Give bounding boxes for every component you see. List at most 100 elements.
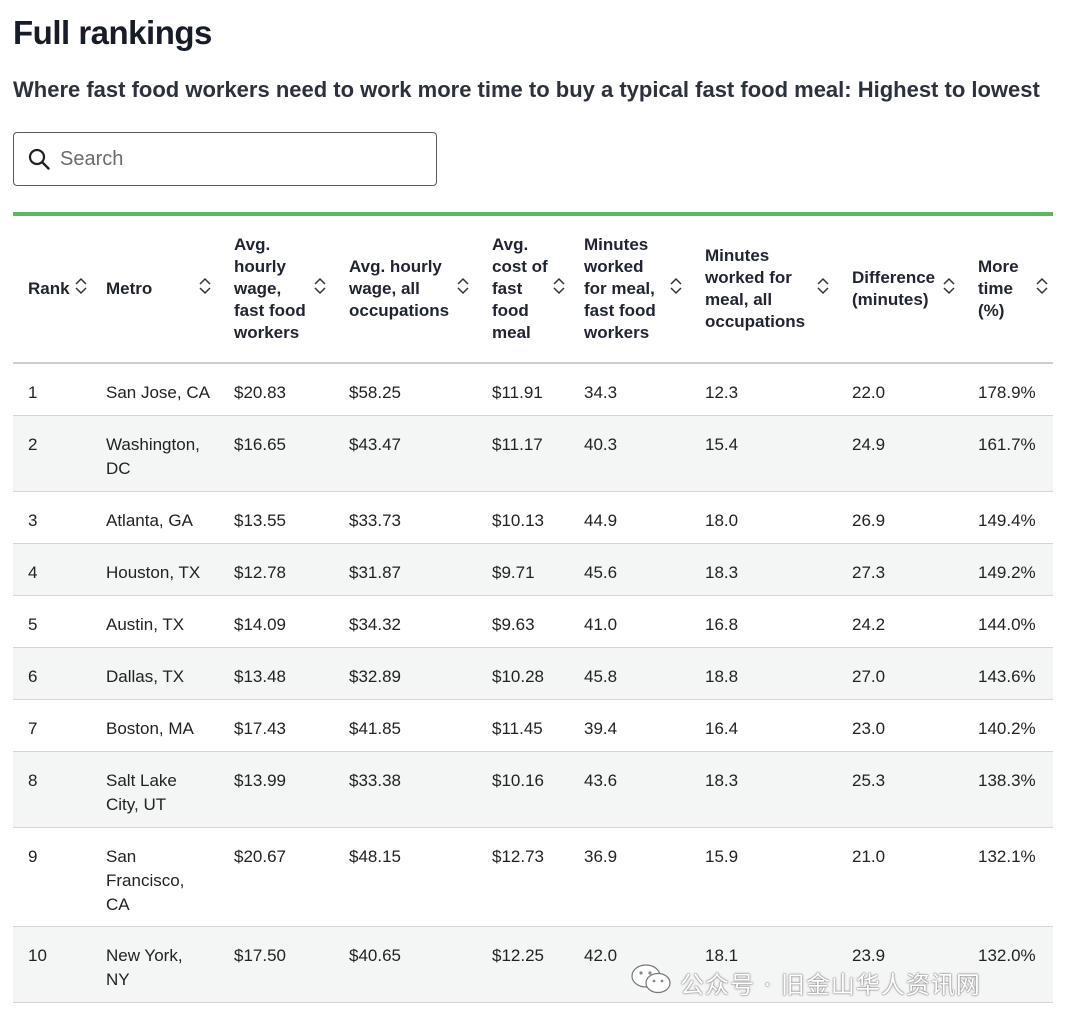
search-input[interactable] — [58, 146, 402, 172]
table-cell-meal_cost: $9.63 — [478, 595, 570, 648]
table-cell-meal_cost: $10.16 — [478, 751, 570, 828]
table-cell-metro: Atlanta, GA — [92, 491, 220, 544]
rankings-table-container: Rank Metro Avg. hourly wage, fast food w… — [13, 212, 1053, 1003]
table-cell-diff: 23.0 — [838, 699, 964, 752]
table-cell-wage_ff: $14.09 — [220, 595, 335, 648]
table-cell-min_all: 15.4 — [691, 415, 838, 492]
table-cell-min_ff: 34.3 — [570, 363, 691, 416]
table-cell-diff: 21.0 — [838, 827, 964, 927]
col-header-label: Metro — [106, 279, 153, 298]
table-cell-wage_all: $48.15 — [335, 827, 478, 927]
table-cell-more: 149.2% — [964, 543, 1053, 596]
col-header-label: Avg. cost of fast food meal — [492, 235, 548, 342]
sort-icon[interactable] — [816, 276, 830, 302]
col-header-metro[interactable]: Metro — [92, 216, 220, 364]
sort-icon[interactable] — [942, 276, 956, 302]
table-cell-rank: 3 — [13, 491, 92, 544]
table-cell-diff: 24.2 — [838, 595, 964, 648]
table-cell-meal_cost: $11.45 — [478, 699, 570, 752]
table-cell-metro: San Jose, CA — [92, 363, 220, 416]
col-header-meal-cost[interactable]: Avg. cost of fast food meal — [478, 216, 570, 364]
table-cell-meal_cost: $12.73 — [478, 827, 570, 927]
table-cell-rank: 1 — [13, 363, 92, 416]
sort-icon[interactable] — [552, 276, 566, 302]
table-cell-rank: 10 — [13, 926, 92, 1003]
col-header-difference[interactable]: Difference (minutes) — [838, 216, 964, 364]
table-cell-more: 144.0% — [964, 595, 1053, 648]
table-cell-rank: 4 — [13, 543, 92, 596]
table-cell-rank: 9 — [13, 827, 92, 927]
search-box[interactable] — [13, 132, 437, 186]
col-header-label: More time (%) — [978, 257, 1019, 320]
table-cell-diff: 24.9 — [838, 415, 964, 492]
table-cell-more: 132.1% — [964, 827, 1053, 927]
table-cell-wage_ff: $16.65 — [220, 415, 335, 492]
table-cell-wage_ff: $17.43 — [220, 699, 335, 752]
table-cell-min_ff: 45.6 — [570, 543, 691, 596]
col-header-more-time[interactable]: More time (%) — [964, 216, 1053, 364]
page-title: Full rankings — [13, 14, 212, 51]
table-cell-meal_cost: $10.13 — [478, 491, 570, 544]
table-cell-wage_all: $33.38 — [335, 751, 478, 828]
col-header-minutes-fast-food[interactable]: Minutes worked for meal, fast food worke… — [570, 216, 691, 364]
table-cell-diff: 26.9 — [838, 491, 964, 544]
table-row: 2 Washington, DC $16.65 $43.47 $11.17 40.3 15.… — [13, 415, 1053, 492]
table-cell-rank: 8 — [13, 751, 92, 828]
table-cell-wage_all: $40.65 — [335, 926, 478, 1003]
sort-icon[interactable] — [313, 276, 327, 302]
col-header-minutes-all[interactable]: Minutes worked for meal, all occupations — [691, 216, 838, 364]
table-row: 8 Salt Lake City, UT $13.99 $33.38 $10.16 43.… — [13, 751, 1053, 828]
col-header-rank[interactable]: Rank — [13, 216, 92, 364]
table-cell-min_ff: 39.4 — [570, 699, 691, 752]
sort-icon[interactable] — [198, 276, 212, 302]
table-cell-metro: New York, NY — [92, 926, 220, 1003]
table-cell-metro: Salt Lake City, UT — [92, 751, 220, 828]
table-cell-rank: 6 — [13, 647, 92, 700]
table-cell-meal_cost: $10.28 — [478, 647, 570, 700]
col-header-label: Avg. hourly wage, all occupations — [349, 257, 450, 320]
col-header-wage-all[interactable]: Avg. hourly wage, all occupations — [335, 216, 478, 364]
table-cell-wage_all: $33.73 — [335, 491, 478, 544]
table-row: 4 Houston, TX $12.78 $31.87 $9.71 45.6 18.3 27.… — [13, 543, 1053, 596]
sort-icon[interactable] — [1035, 276, 1049, 302]
table-cell-rank: 7 — [13, 699, 92, 752]
table-cell-metro: San Francisco, CA — [92, 827, 220, 927]
col-header-label: Difference (minutes) — [852, 268, 936, 309]
table-cell-diff: 22.0 — [838, 363, 964, 416]
search-icon — [26, 146, 52, 172]
table-cell-min_ff: 41.0 — [570, 595, 691, 648]
col-header-label: Minutes worked for meal, fast food worke… — [584, 235, 656, 342]
table-cell-metro: Austin, TX — [92, 595, 220, 648]
table-cell-more: 161.7% — [964, 415, 1053, 492]
table-cell-min_all: 18.3 — [691, 751, 838, 828]
table-cell-metro: Boston, MA — [92, 699, 220, 752]
table-row: 1 San Jose, CA $20.83 $58.25 $11.91 34.3 12.3 2… — [13, 363, 1053, 416]
table-cell-wage_all: $34.32 — [335, 595, 478, 648]
table-row: 3 Atlanta, GA $13.55 $33.73 $10.13 44.9 18.0 26… — [13, 491, 1053, 544]
table-row: 9 San Francisco, CA $20.67 $48.15 $12.73 36.9… — [13, 827, 1053, 927]
sort-icon[interactable] — [74, 276, 88, 302]
table-cell-min_all: 16.8 — [691, 595, 838, 648]
table-cell-min_all: 12.3 — [691, 363, 838, 416]
table-cell-min_ff: 42.0 — [570, 926, 691, 1003]
col-header-wage-fast-food[interactable]: Avg. hourly wage, fast food workers — [220, 216, 335, 364]
table-cell-wage_all: $31.87 — [335, 543, 478, 596]
table-cell-min_all: 15.9 — [691, 827, 838, 927]
table-cell-wage_ff: $13.55 — [220, 491, 335, 544]
table-cell-more: 138.3% — [964, 751, 1053, 828]
table-cell-wage_all: $32.89 — [335, 647, 478, 700]
table-cell-meal_cost: $11.91 — [478, 363, 570, 416]
sort-icon[interactable] — [456, 276, 470, 302]
table-cell-min_ff: 36.9 — [570, 827, 691, 927]
table-cell-more: 132.0% — [964, 926, 1053, 1003]
table-cell-metro: Houston, TX — [92, 543, 220, 596]
table-cell-more: 178.9% — [964, 363, 1053, 416]
table-cell-more: 140.2% — [964, 699, 1053, 752]
table-cell-wage_ff: $12.78 — [220, 543, 335, 596]
sort-icon[interactable] — [669, 276, 683, 302]
table-cell-metro: Dallas, TX — [92, 647, 220, 700]
table-cell-min_ff: 43.6 — [570, 751, 691, 828]
col-header-label: Rank — [28, 279, 70, 298]
table-cell-min_all: 18.8 — [691, 647, 838, 700]
table-row: 5 Austin, TX $14.09 $34.32 $9.63 41.0 16.8 24.2… — [13, 595, 1053, 648]
